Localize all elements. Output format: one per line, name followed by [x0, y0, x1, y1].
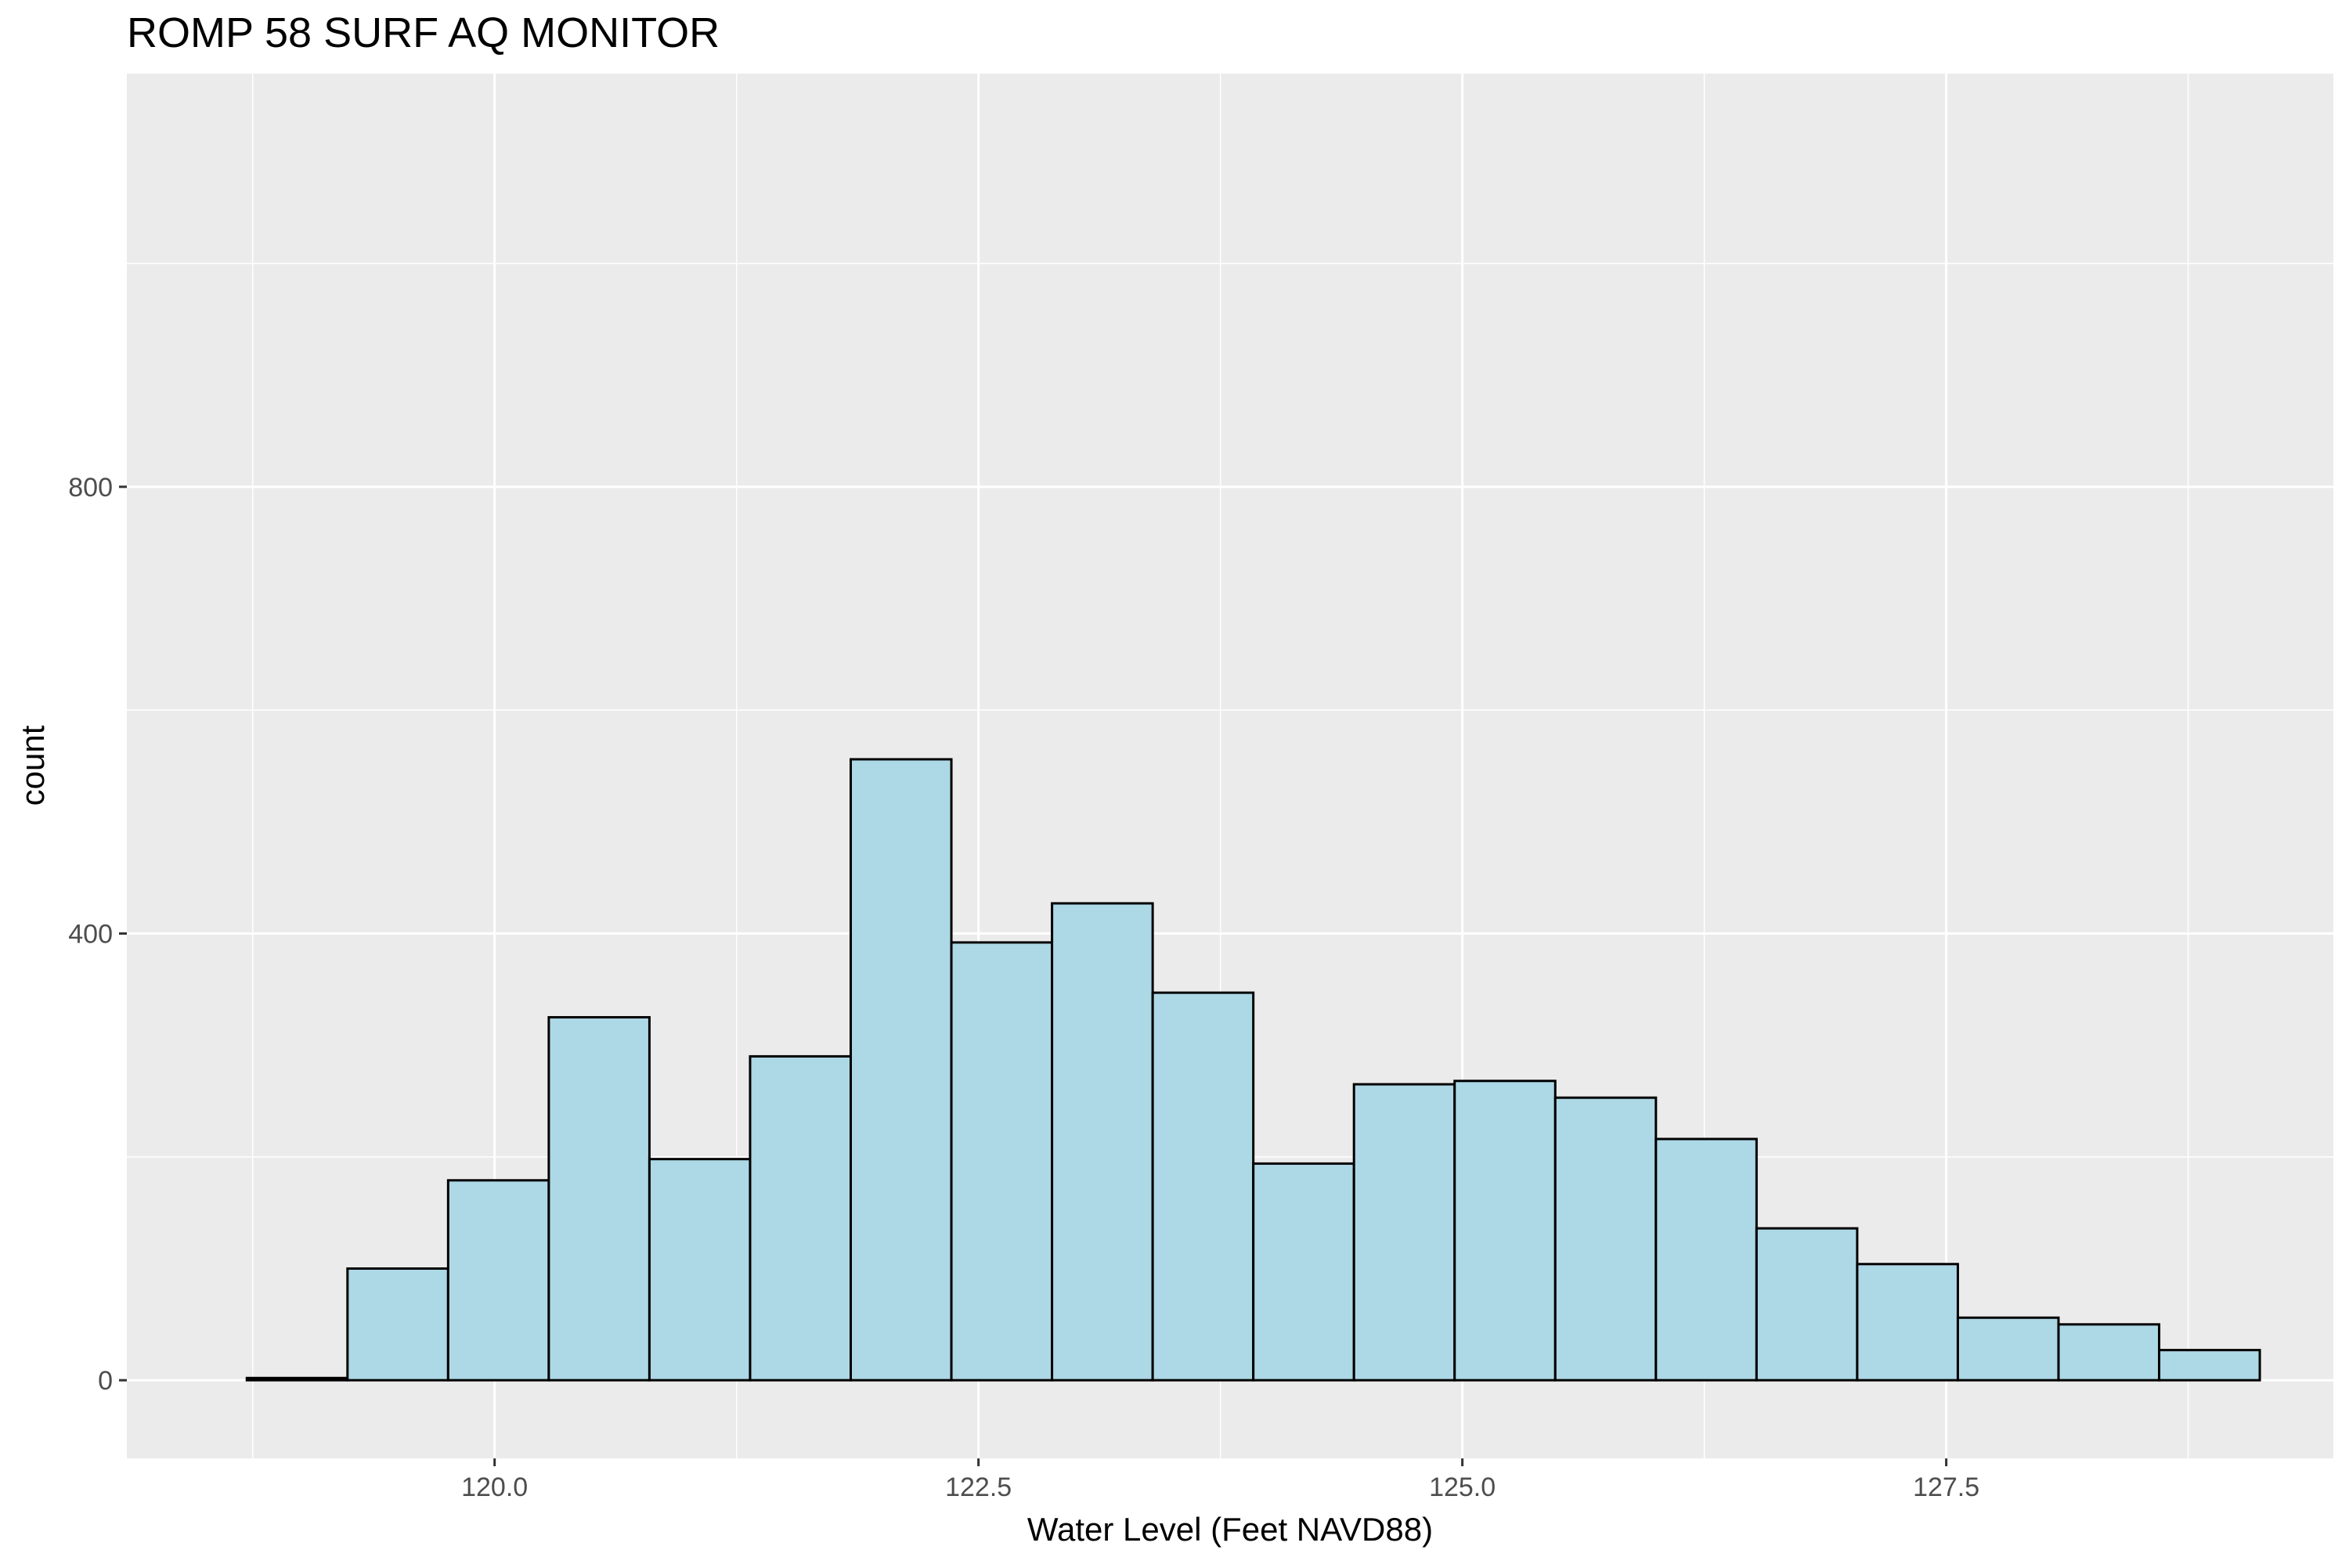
x-axis-title: Water Level (Feet NAVD88) [1027, 1511, 1433, 1548]
y-axis-title: count [14, 725, 51, 806]
histogram-bar [1856, 1263, 1959, 1382]
x-tick-label: 127.5 [1913, 1472, 1979, 1502]
histogram-bar [850, 758, 953, 1382]
y-tick-label: 400 [68, 919, 113, 949]
y-tick-label: 800 [68, 473, 113, 503]
histogram-bar [1553, 1096, 1658, 1382]
x-axis: 120.0 122.5 125.0 127.5 [461, 1458, 1979, 1502]
histogram-bar [1252, 1162, 1355, 1382]
histogram-bar [547, 1015, 651, 1382]
histogram-bar [1956, 1316, 2060, 1382]
x-tick-label: 120.0 [461, 1472, 528, 1502]
histogram-bar [245, 1376, 349, 1382]
histogram-bar [1453, 1080, 1557, 1382]
x-tick-label: 122.5 [945, 1472, 1012, 1502]
chart-title: ROMP 58 SURF AQ MONITOR [127, 9, 720, 56]
y-tick-label: 0 [98, 1366, 113, 1396]
histogram-bar [346, 1267, 449, 1382]
histogram-bar [648, 1158, 752, 1382]
histogram-bar [950, 941, 1054, 1382]
histogram-bar [1654, 1137, 1758, 1382]
histogram-bar [1151, 991, 1255, 1382]
histogram-bar [1755, 1227, 1859, 1382]
x-tick-label: 125.0 [1429, 1472, 1496, 1502]
y-axis: 0 400 800 [68, 473, 127, 1396]
histogram-bar [2057, 1323, 2161, 1382]
histogram-bar [1352, 1083, 1456, 1382]
histogram-bar [2158, 1349, 2261, 1382]
histogram-bar [749, 1054, 853, 1382]
histogram-bars [245, 758, 2261, 1382]
histogram-bar [446, 1179, 550, 1382]
histogram-bar [1051, 902, 1154, 1382]
